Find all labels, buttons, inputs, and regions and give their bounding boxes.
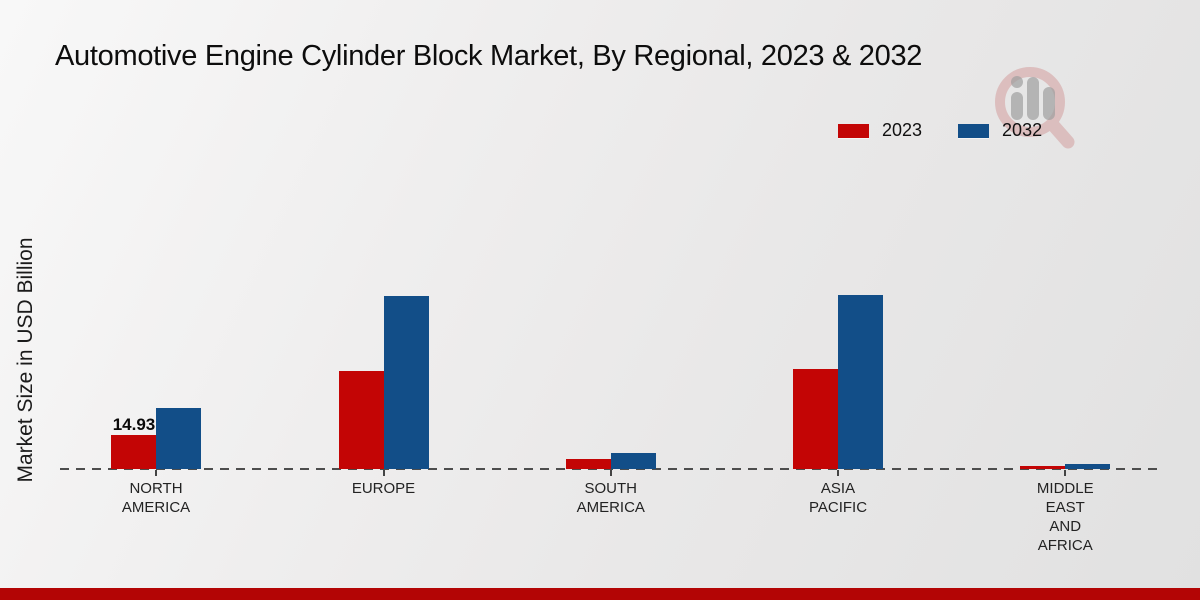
x-axis-tick (1064, 470, 1067, 476)
legend-item-2032: 2032 (958, 120, 1042, 141)
bar-2023-europe (338, 371, 384, 469)
bar-2023-middle-east-and-africa (1020, 466, 1066, 469)
legend-item-2023: 2023 (838, 120, 922, 141)
bar-2023-north-america (111, 435, 156, 469)
bar-2032-middle-east-and-africa (1065, 464, 1111, 469)
x-axis-tick (382, 470, 385, 476)
bar-2032-europe (383, 296, 429, 469)
x-axis-label: EUROPE (351, 480, 416, 497)
legend-swatch-2032-icon (958, 123, 990, 138)
legend-label-2023: 2023 (882, 120, 923, 140)
legend-swatch-2023-icon (838, 123, 869, 138)
x-axis-label: ASIA PACIFIC (808, 480, 868, 516)
x-axis-label: MIDDLE EAST AND AFRICA (1036, 480, 1094, 554)
footer-accent-bar (0, 588, 1200, 600)
x-axis-label: NORTH AMERICA (121, 480, 191, 516)
x-axis-tick (155, 470, 157, 476)
magnifier-bar-chart-watermark-icon (995, 67, 1075, 149)
bar-2032-south-america (610, 453, 656, 469)
x-axis-tick (609, 470, 612, 476)
bar-value-label: 14.93 (112, 415, 156, 434)
zero-baseline (60, 468, 1158, 470)
bar-2032-north-america (156, 408, 201, 469)
legend-label-2032: 2032 (1002, 120, 1043, 140)
bar-2032-asia-pacific (838, 295, 883, 469)
x-axis-tick (837, 470, 839, 476)
x-axis-label: SOUTH AMERICA (576, 480, 645, 516)
bar-2023-asia-pacific (793, 369, 838, 469)
bar-2023-south-america (565, 459, 611, 469)
legend: 2023 2032 (838, 120, 1042, 141)
chart-title: Automotive Engine Cylinder Block Market,… (55, 40, 923, 72)
